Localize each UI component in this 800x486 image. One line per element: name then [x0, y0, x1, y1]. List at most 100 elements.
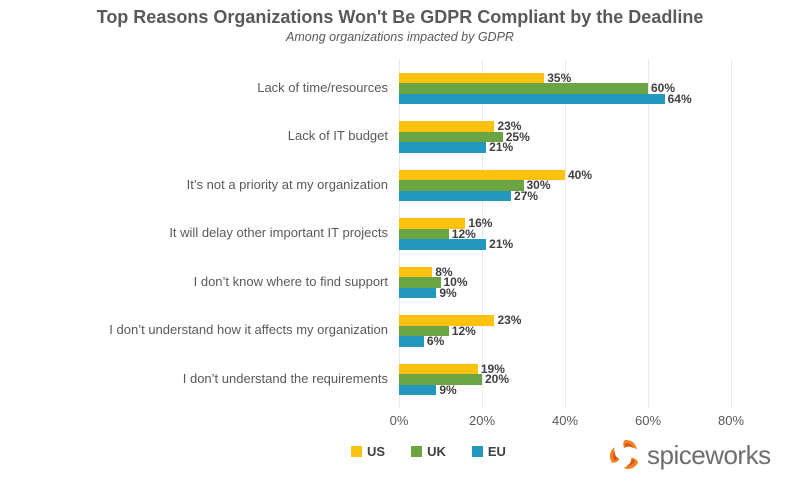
- bar-eu: [399, 93, 665, 104]
- bar-group: 40% 30% 27%: [399, 167, 731, 203]
- bar-value-label: 9%: [439, 382, 457, 397]
- bar-value-label: 40%: [568, 167, 593, 182]
- category-row: I don’t understand how it affects my org…: [0, 307, 800, 356]
- bar-group: 23% 12% 6%: [399, 313, 731, 347]
- bar-value-label: 12%: [451, 323, 476, 338]
- category-label: I don’t know where to find support: [193, 273, 388, 289]
- bar-eu: [399, 142, 487, 153]
- legend-swatch: [471, 446, 483, 457]
- category-row: I don’t know where to find support 8% 10% 9…: [0, 258, 800, 307]
- bar-value-label: 64%: [667, 91, 692, 106]
- bar-value-label: 9%: [439, 285, 457, 300]
- bar-value-label: 12%: [451, 226, 476, 241]
- bar-uk: [399, 83, 648, 94]
- bar-eu: [399, 384, 437, 395]
- legend-label: EU: [487, 444, 506, 459]
- legend-swatch: [351, 446, 362, 457]
- spiceworks-pinwheel-icon: [606, 436, 644, 474]
- bar-eu: [399, 190, 512, 201]
- bar-eu: [399, 287, 437, 298]
- bar-eu: [399, 239, 487, 250]
- bar-line: 35%: [399, 70, 731, 85]
- bar-line: 21%: [399, 237, 731, 252]
- category-row: It will delay other important IT project…: [0, 210, 800, 259]
- bar-line: 23%: [399, 313, 731, 328]
- bar-uk: [399, 180, 524, 191]
- bar-line: 9%: [399, 382, 731, 397]
- bar-group: 35% 60% 64%: [399, 70, 731, 106]
- bar-value-label: 25%: [505, 129, 530, 144]
- bar-uk: [399, 374, 482, 385]
- bar-group: 8% 10% 9%: [399, 264, 731, 300]
- bar-line: 21%: [399, 140, 731, 155]
- bar-line: 25%: [399, 129, 731, 144]
- bar-uk: [399, 131, 503, 142]
- bar-line: 30%: [399, 178, 731, 193]
- category-label: It’s not a priority at my organization: [186, 176, 388, 192]
- legend-item-us: US: [351, 444, 385, 459]
- bar-uk: [399, 325, 449, 336]
- category-row: Lack of time/resources 35% 60% 64%: [0, 64, 800, 113]
- x-tick-label: 0%: [389, 413, 409, 428]
- category-row: Lack of IT budget 23% 25% 21%: [0, 113, 800, 162]
- bar-line: 6%: [399, 335, 731, 347]
- bar-value-label: 19%: [480, 361, 505, 376]
- bar-group: 19% 20% 9%: [399, 361, 731, 397]
- bar-value-label: 16%: [468, 216, 493, 231]
- bar-us: [399, 363, 478, 374]
- bar-rows: Lack of time/resources 35% 60% 64% Lack of I…: [0, 64, 800, 404]
- chart-subtitle: Among organizations impacted by GDPR: [286, 30, 514, 44]
- bar-line: 16%: [399, 216, 731, 231]
- chart-title: Top Reasons Organizations Won't Be GDPR …: [96, 7, 704, 27]
- bar-eu: [399, 336, 424, 347]
- bar-line: 10%: [399, 275, 731, 290]
- category-label: I don’t understand how it affects my org…: [109, 322, 388, 338]
- bar-line: 23%: [399, 119, 731, 134]
- bar-line: 27%: [399, 188, 731, 203]
- bar-value-label: 23%: [497, 313, 522, 328]
- bar-us: [399, 315, 495, 326]
- spiceworks-logo: spiceworks: [606, 436, 771, 474]
- bar-us: [399, 266, 433, 277]
- bar-value-label: 21%: [489, 140, 514, 155]
- x-tick-label: 20%: [468, 413, 496, 428]
- legend-item-uk: UK: [411, 444, 446, 459]
- bar-us: [399, 121, 495, 132]
- legend-item-eu: EU: [471, 444, 506, 459]
- bar-line: 8%: [399, 264, 731, 279]
- bar-group: 23% 25% 21%: [399, 119, 731, 155]
- bar-line: 40%: [399, 167, 731, 182]
- bar-line: 12%: [399, 226, 731, 241]
- bar-us: [399, 169, 565, 180]
- bar-uk: [399, 277, 441, 288]
- bar-value-label: 35%: [547, 70, 572, 85]
- category-label: It will delay other important IT project…: [169, 225, 388, 241]
- bar-us: [399, 72, 545, 83]
- legend-label: US: [367, 444, 386, 459]
- bar-value-label: 10%: [443, 275, 468, 290]
- spiceworks-wordmark: spiceworks: [647, 439, 771, 470]
- bar-line: 60%: [399, 81, 731, 96]
- gridline: [731, 60, 732, 408]
- legend-swatch: [411, 446, 423, 457]
- bar-value-label: 30%: [526, 178, 551, 193]
- bar-value-label: 27%: [514, 188, 539, 203]
- bar-value-label: 8%: [435, 264, 453, 279]
- category-row: It’s not a priority at my organization 40…: [0, 161, 800, 210]
- bar-line: 20%: [399, 372, 731, 387]
- x-tick-label: 60%: [634, 413, 662, 428]
- bar-line: 19%: [399, 361, 731, 376]
- bar-uk: [399, 228, 449, 239]
- category-label: Lack of IT budget: [287, 128, 388, 144]
- bar-value-label: 21%: [489, 237, 514, 252]
- bar-value-label: 23%: [497, 119, 522, 134]
- x-tick-label: 40%: [551, 413, 579, 428]
- gridline: [482, 60, 483, 408]
- gridline: [565, 60, 566, 408]
- bar-value-label: 20%: [485, 372, 510, 387]
- bar-us: [399, 218, 466, 229]
- bar-value-label: 60%: [651, 81, 676, 96]
- bar-line: 64%: [399, 91, 731, 106]
- x-tick-label: 80%: [717, 413, 745, 428]
- category-row: I don’t understand the requirements 19% 20…: [0, 355, 800, 404]
